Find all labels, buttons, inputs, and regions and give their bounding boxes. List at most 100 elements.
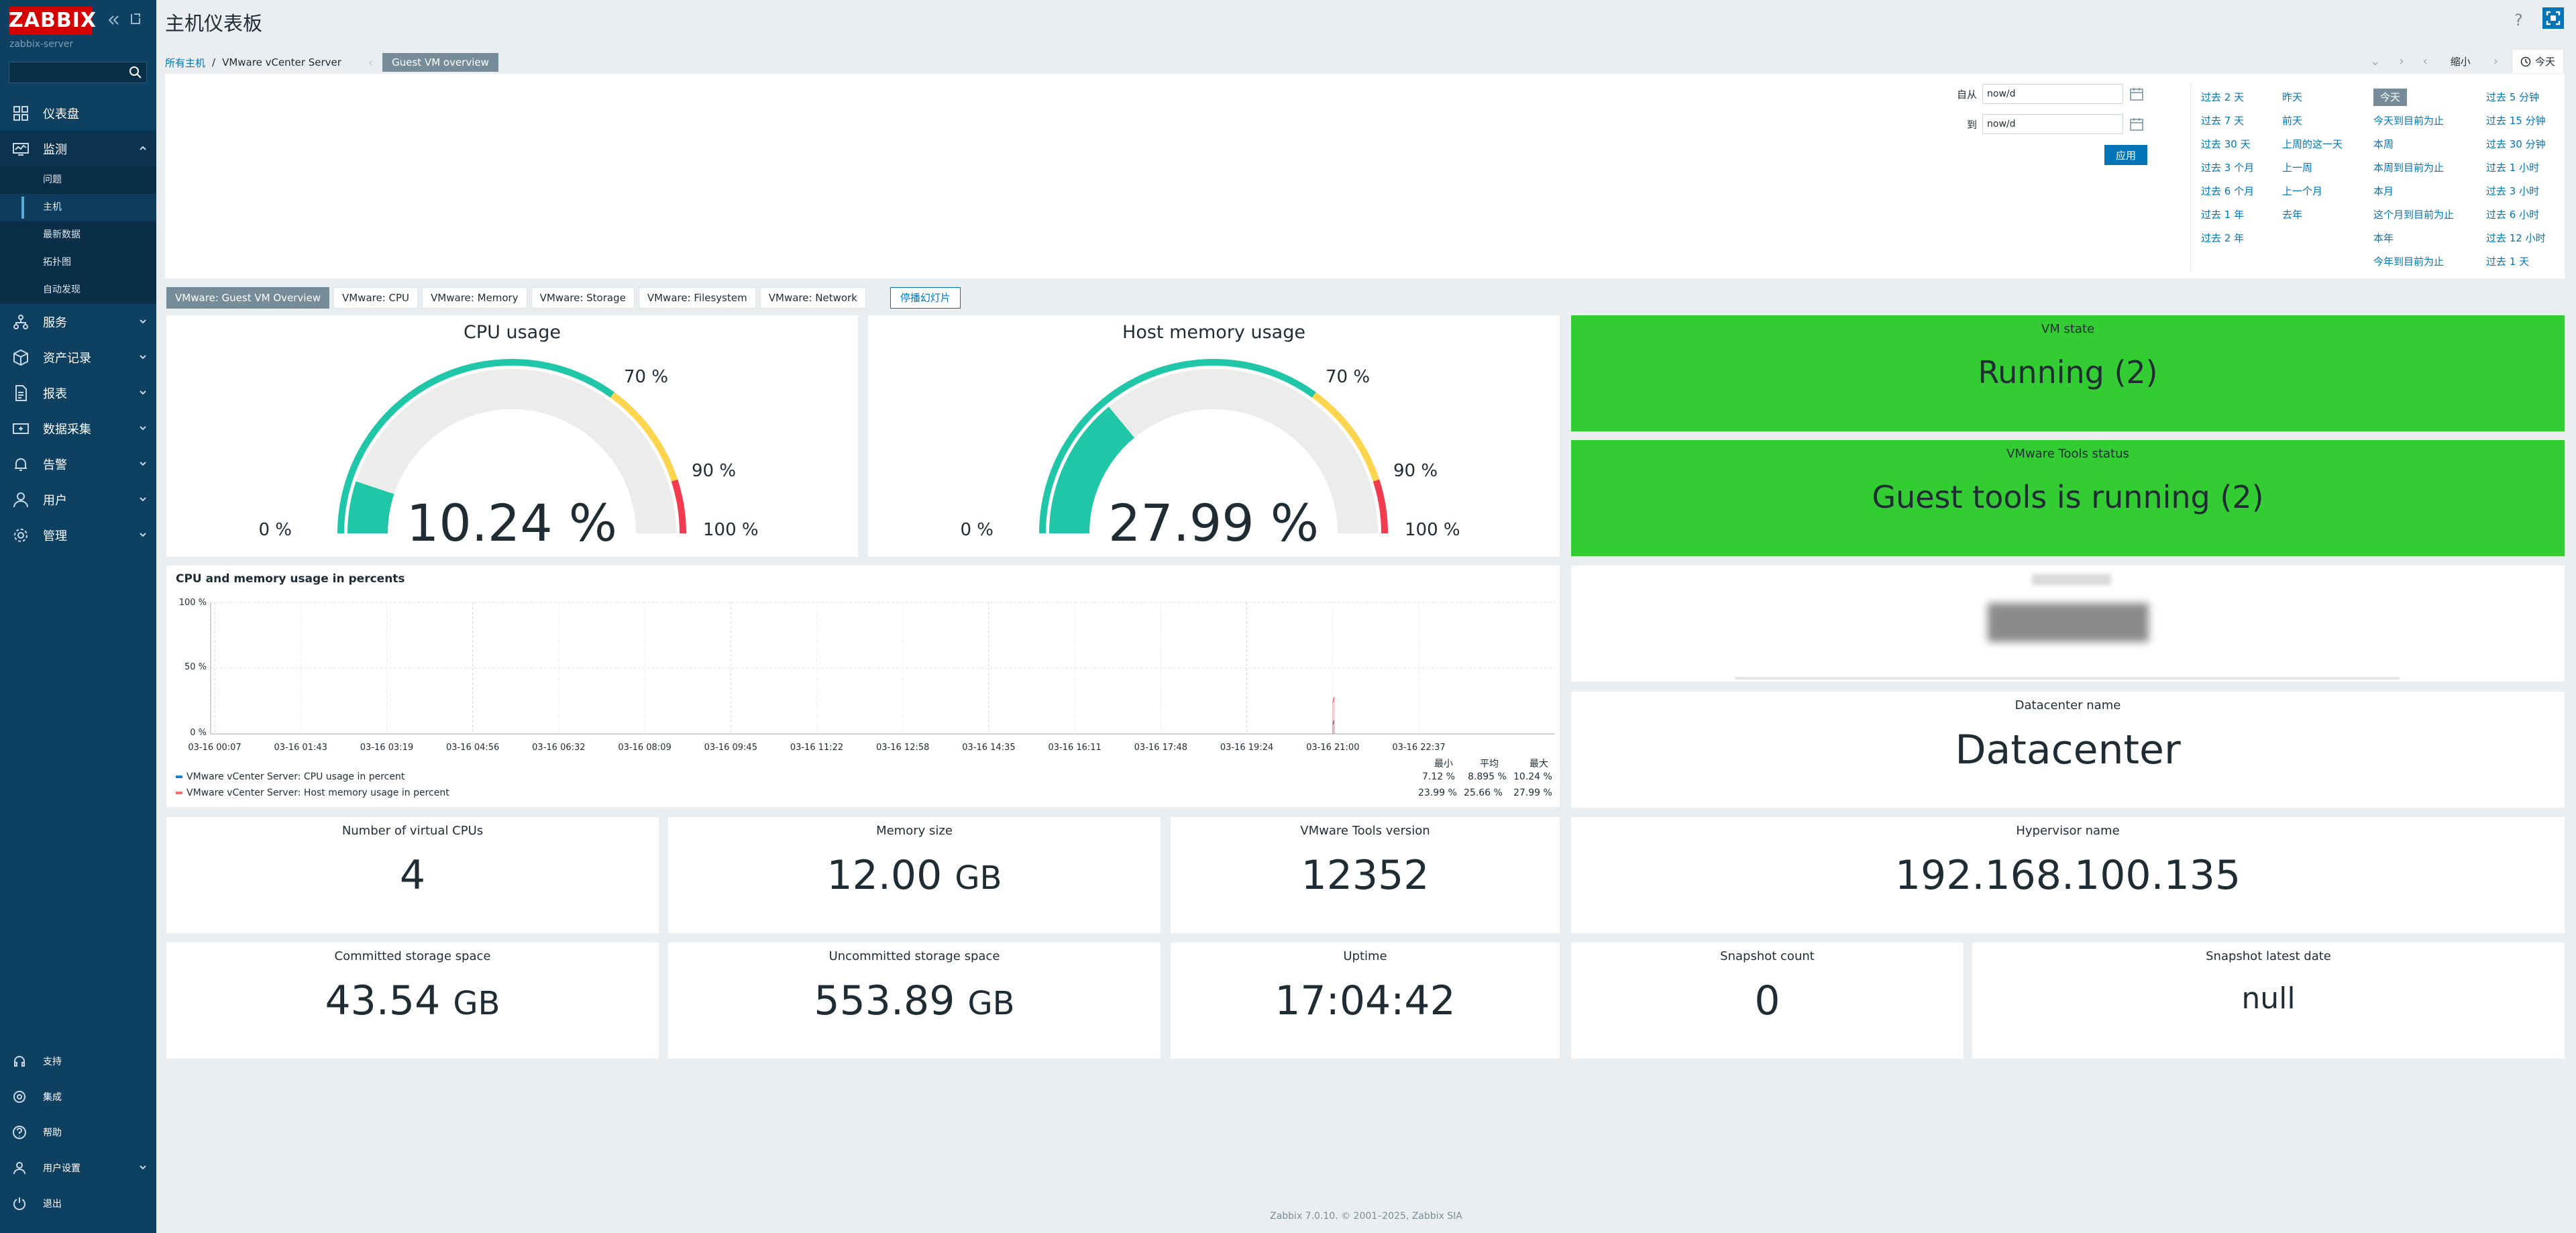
quick-range[interactable]: 过去 2 天 bbox=[2201, 91, 2245, 103]
zabbix-logo[interactable]: ZABBIX bbox=[9, 7, 96, 35]
nav-inventory[interactable]: 资产记录 bbox=[0, 339, 156, 375]
calendar-icon[interactable] bbox=[2129, 116, 2145, 132]
administration-icon bbox=[14, 529, 28, 542]
quick-range[interactable]: 过去 3 个月 bbox=[2201, 162, 2255, 174]
stop-slideshow-button[interactable]: 停播幻灯片 bbox=[890, 287, 961, 309]
nav-users[interactable]: 用户 bbox=[0, 482, 156, 517]
quick-range[interactable]: 今天到目前为止 bbox=[2373, 115, 2445, 127]
gauge-track bbox=[347, 369, 676, 534]
sidebar-bottom-nav: 支持 集成 帮助 用户设置 退出 bbox=[0, 1043, 156, 1221]
quick-range[interactable]: 过去 5 分钟 bbox=[2486, 91, 2540, 103]
quick-range[interactable]: 过去 3 小时 bbox=[2486, 185, 2540, 197]
nav-services[interactable]: 服务 bbox=[0, 304, 156, 339]
sub-hosts[interactable]: 主机 bbox=[0, 194, 156, 221]
nav-administration[interactable]: 管理 bbox=[0, 517, 156, 553]
data-collection-icon bbox=[13, 423, 29, 434]
nav-monitoring[interactable]: 监测 bbox=[0, 131, 156, 166]
help-icon[interactable]: ? bbox=[2514, 11, 2523, 30]
quick-range[interactable]: 过去 1 小时 bbox=[2486, 162, 2540, 174]
quick-range[interactable]: 昨天 bbox=[2282, 91, 2303, 103]
stats-max-header: 最大 bbox=[1529, 759, 1548, 769]
nav-user-settings[interactable]: 用户设置 bbox=[0, 1150, 156, 1185]
apply-button[interactable]: 应用 bbox=[2104, 145, 2147, 165]
previous-dashboard-icon[interactable]: ‹ bbox=[368, 55, 374, 70]
kiosk-mode-icon[interactable] bbox=[127, 11, 144, 27]
quick-range[interactable]: 过去 6 个月 bbox=[2201, 185, 2255, 197]
quick-range[interactable]: 过去 6 小时 bbox=[2486, 209, 2540, 221]
tab-guest-vm-overview[interactable]: VMware: Guest VM Overview bbox=[166, 287, 329, 309]
quick-range[interactable]: 上一个月 bbox=[2282, 185, 2323, 197]
quick-range[interactable]: 上一周 bbox=[2282, 162, 2313, 174]
from-input[interactable] bbox=[1982, 84, 2123, 104]
quick-range[interactable]: 过去 1 年 bbox=[2201, 209, 2245, 221]
threshold-critical-arc bbox=[671, 479, 686, 534]
help-icon bbox=[13, 1126, 26, 1139]
quick-range[interactable]: 过去 30 天 bbox=[2201, 138, 2251, 150]
time-forward-icon[interactable]: › bbox=[2399, 54, 2404, 68]
hypervisor-widget: Hypervisor name 192.168.100.135 bbox=[1571, 817, 2565, 933]
quick-range[interactable]: 本年 bbox=[2373, 232, 2394, 244]
breadcrumb-dashboard[interactable]: Guest VM overview bbox=[382, 53, 498, 72]
integrations-icon bbox=[13, 1091, 25, 1103]
quick-range[interactable]: 本周 bbox=[2373, 138, 2394, 150]
widget-title: Committed storage space bbox=[334, 949, 491, 963]
quick-range[interactable]: 过去 12 小时 bbox=[2486, 232, 2546, 244]
tab-storage[interactable]: VMware: Storage bbox=[531, 287, 635, 309]
breadcrumb-all-hosts[interactable]: 所有主机 bbox=[165, 56, 206, 69]
nav-support[interactable]: 支持 bbox=[0, 1043, 156, 1079]
quick-range[interactable]: 这个月到目前为止 bbox=[2373, 209, 2455, 221]
chevron-down-icon bbox=[140, 319, 146, 324]
quick-range[interactable]: 本周到目前为止 bbox=[2373, 162, 2445, 174]
quick-range[interactable]: 今年到目前为止 bbox=[2373, 256, 2445, 268]
sub-discovery[interactable]: 自动发现 bbox=[43, 284, 80, 295]
committed-storage-value: 43.54 GB bbox=[166, 977, 659, 1024]
tab-memory[interactable]: VMware: Memory bbox=[422, 287, 527, 309]
gauge-label-70: 70 % bbox=[624, 367, 668, 387]
sidebar-search-input[interactable] bbox=[9, 62, 147, 83]
nav-integrations[interactable]: 集成 bbox=[0, 1079, 156, 1114]
quick-range[interactable]: 过去 30 分钟 bbox=[2486, 138, 2546, 150]
quick-range[interactable]: 过去 2 年 bbox=[2201, 232, 2245, 244]
cpu-memory-graph: 100 % 50 % 0 % 03-16 00:07 03-16 01:43 03-… bbox=[179, 598, 1555, 753]
sub-problems[interactable]: 问题 bbox=[43, 174, 62, 185]
quick-range[interactable]: 过去 15 分钟 bbox=[2486, 115, 2546, 127]
stats-min-header: 最小 bbox=[1434, 759, 1453, 769]
nav-data-collection[interactable]: 数据采集 bbox=[0, 411, 156, 446]
to-input[interactable] bbox=[1982, 114, 2123, 134]
blurred-underline bbox=[1735, 677, 2400, 680]
blurred-title bbox=[2032, 574, 2111, 586]
search-icon[interactable] bbox=[129, 66, 142, 79]
quick-range[interactable]: 上周的这一天 bbox=[2282, 138, 2343, 150]
quick-range-selected[interactable]: 今天 bbox=[2373, 86, 2454, 109]
quick-range[interactable]: 过去 1 天 bbox=[2486, 256, 2530, 268]
chevron-down-icon[interactable]: ⌄ bbox=[2370, 54, 2381, 68]
nav-sign-out[interactable]: 退出 bbox=[0, 1185, 156, 1221]
page-title: 主机仪表板 bbox=[165, 12, 263, 35]
nav-help[interactable]: 帮助 bbox=[0, 1114, 156, 1150]
time-back-icon[interactable]: ‹ bbox=[2422, 54, 2428, 68]
sub-maps[interactable]: 拓扑图 bbox=[43, 257, 71, 268]
chevron-down-icon bbox=[140, 533, 146, 537]
x-tick-label: 03-16 11:22 bbox=[790, 743, 843, 753]
time-next-icon[interactable]: › bbox=[2493, 54, 2498, 68]
calendar-icon[interactable] bbox=[2129, 86, 2145, 102]
sub-latest-data[interactable]: 最新数据 bbox=[43, 229, 80, 240]
widget-title: Datacenter name bbox=[2015, 698, 2121, 712]
quick-ranges-column-4: 过去 5 分钟 过去 15 分钟 过去 30 分钟 过去 1 小时 过去 3 小… bbox=[2486, 86, 2546, 274]
quick-range[interactable]: 前天 bbox=[2282, 115, 2303, 127]
tab-network[interactable]: VMware: Network bbox=[759, 287, 866, 309]
quick-range[interactable]: 过去 7 天 bbox=[2201, 115, 2245, 127]
tab-filesystem[interactable]: VMware: Filesystem bbox=[638, 287, 756, 309]
zoom-out-button[interactable]: 缩小 bbox=[2450, 55, 2471, 68]
vcpus-widget: Number of virtual CPUs 4 bbox=[166, 817, 659, 933]
quick-range[interactable]: 去年 bbox=[2282, 209, 2303, 221]
nav-dashboard[interactable]: 仪表盘 bbox=[0, 95, 156, 131]
nav-alerts[interactable]: 告警 bbox=[0, 446, 156, 482]
time-filter-tab[interactable]: 今天 bbox=[2511, 49, 2564, 73]
quick-range[interactable]: 本月 bbox=[2373, 185, 2394, 197]
collapse-sidebar-icon[interactable] bbox=[106, 12, 122, 28]
fullscreen-icon[interactable] bbox=[2542, 7, 2564, 29]
nav-reports[interactable]: 报表 bbox=[0, 375, 156, 411]
widget-title: Uptime bbox=[1343, 949, 1387, 963]
tab-cpu[interactable]: VMware: CPU bbox=[333, 287, 419, 309]
